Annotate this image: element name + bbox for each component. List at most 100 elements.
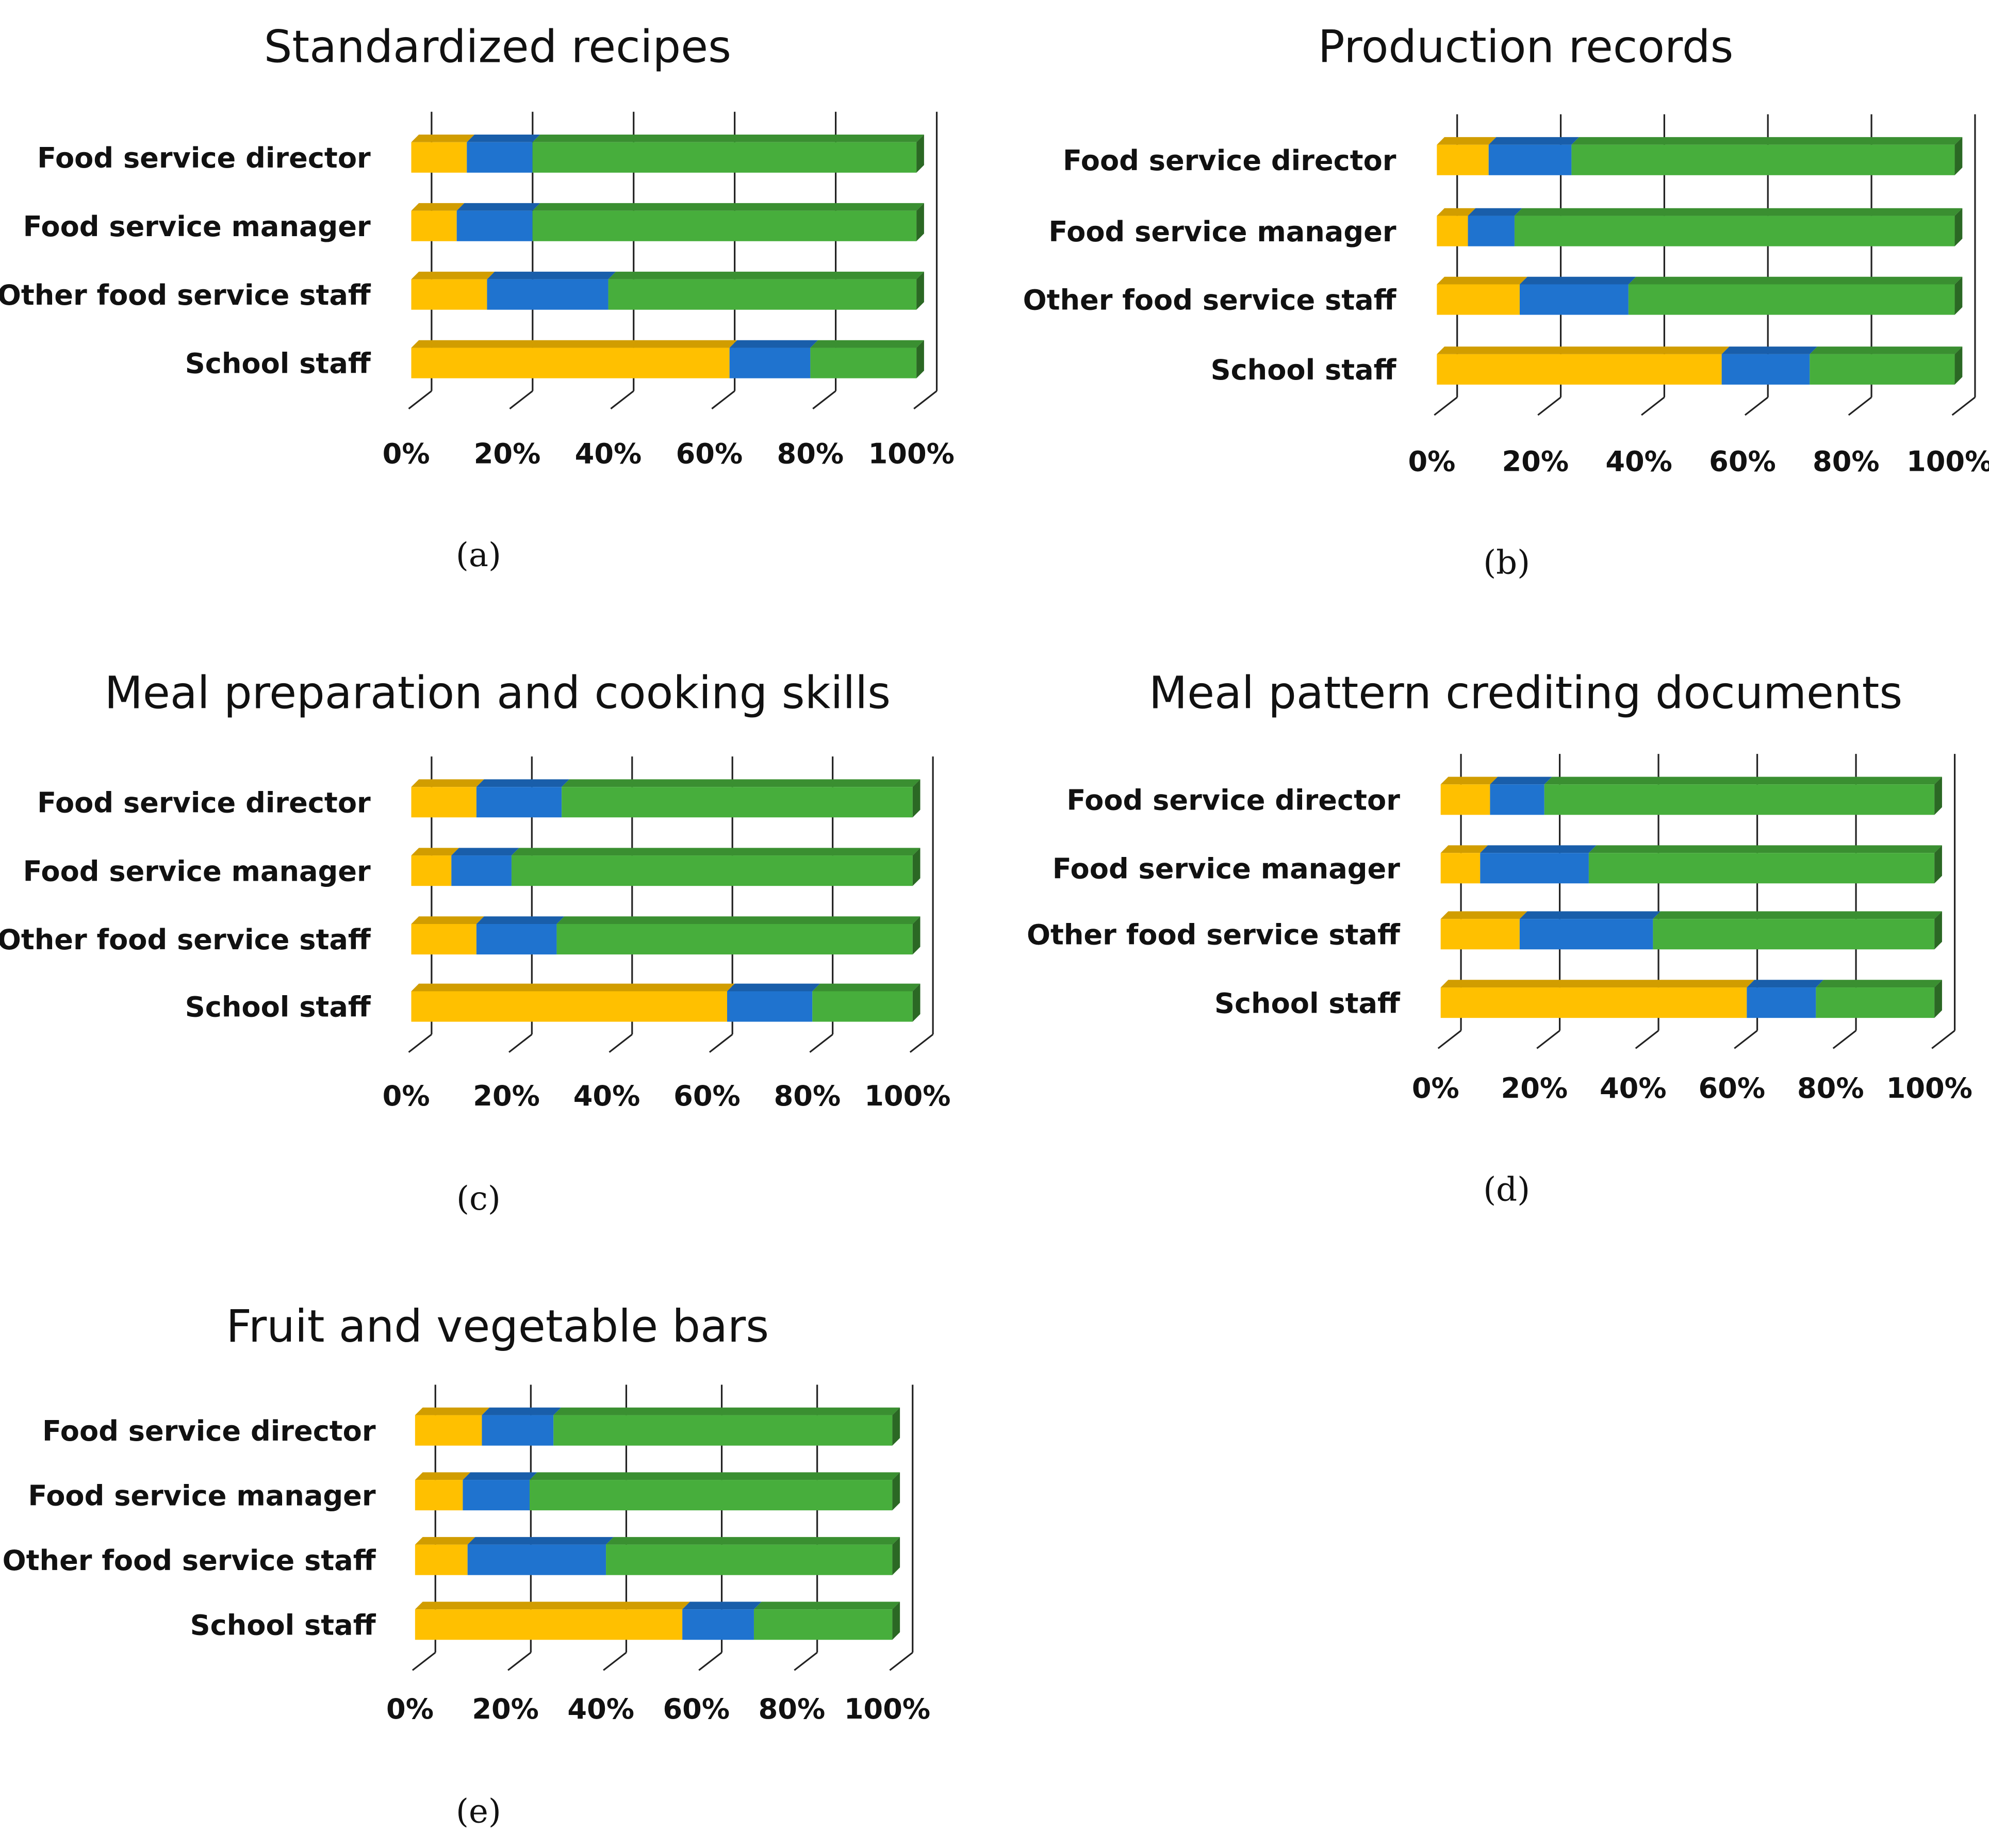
bar-segment-blue — [1490, 784, 1544, 815]
chart-title: Meal pattern crediting documents — [1149, 668, 1902, 719]
bar-top-yellow — [411, 271, 495, 279]
bar-top-green — [606, 1537, 900, 1545]
category-label: School staff — [1214, 987, 1401, 1019]
bar-segment-yellow — [1440, 919, 1520, 950]
bar-top-blue — [1519, 276, 1636, 285]
bar-top-blue — [1747, 980, 1824, 988]
category-label: Food service manager — [1048, 216, 1396, 248]
bar-segment-yellow — [1437, 216, 1468, 246]
bar-segment-green — [812, 991, 913, 1022]
bar-segment-yellow — [411, 855, 452, 886]
bar-side — [892, 1602, 900, 1640]
category-label: Other food service staff — [0, 279, 371, 311]
bar-segment-green — [608, 279, 917, 310]
bar-side — [892, 1472, 900, 1511]
bar-side — [916, 203, 924, 241]
tick-mark — [1832, 1030, 1857, 1049]
bar-top-yellow — [1437, 137, 1497, 145]
bar-top-green — [812, 983, 920, 992]
x-tick-label: 60% — [676, 438, 743, 470]
bar-segment-blue — [467, 1544, 606, 1575]
bar-segment-green — [529, 1480, 893, 1511]
bar-segment-yellow — [1440, 784, 1490, 815]
bar-top-blue — [1488, 137, 1580, 145]
bar-segment-blue — [476, 787, 562, 818]
chart-title: Production records — [1318, 22, 1734, 73]
bar-top-green — [553, 1407, 900, 1415]
bar-segment-green — [553, 1415, 893, 1446]
bar-segment-green — [1588, 853, 1935, 884]
bar-top-blue — [1490, 777, 1552, 785]
bar-segment-yellow — [415, 1609, 683, 1640]
tick-mark — [711, 390, 735, 409]
chart-panel-2: Meal preparation and cooking skills 0% 20%… — [0, 668, 951, 1218]
bar-segment-green — [556, 924, 913, 955]
x-tick-label: 80% — [759, 1693, 826, 1725]
bar-top-yellow — [1437, 346, 1730, 354]
bar-segment-blue — [1519, 919, 1653, 950]
chart-title: Fruit and vegetable bars — [226, 1301, 769, 1352]
x-tick-label: 80% — [1813, 445, 1880, 477]
bar-top-blue — [482, 1407, 562, 1415]
bar-top-green — [1628, 276, 1963, 285]
x-tick-label: 40% — [573, 1080, 640, 1112]
bar-top-yellow — [1437, 276, 1527, 285]
bar-side — [916, 340, 924, 378]
bar-top-blue — [463, 1472, 537, 1480]
bar-segment-yellow — [1437, 284, 1520, 315]
panel-caption: (a) — [456, 536, 501, 574]
x-tick-label: 100% — [868, 438, 955, 470]
x-tick-label: 60% — [673, 1080, 741, 1112]
bar-segment-green — [1544, 784, 1935, 815]
category-label: Food service manager — [23, 855, 371, 887]
x-tick-label: 0% — [1408, 445, 1455, 477]
bar-segment-yellow — [411, 210, 457, 241]
bar-top-blue — [467, 135, 540, 142]
tick-mark — [1931, 1030, 1955, 1049]
bar-segment-yellow — [411, 924, 476, 955]
x-tick-label: 40% — [1605, 445, 1672, 477]
bar-segment-yellow — [1437, 144, 1489, 175]
bar-segment-blue — [476, 924, 557, 955]
tick-mark — [698, 1652, 722, 1671]
bar-top-yellow — [415, 1602, 690, 1610]
tick-mark — [709, 1033, 733, 1053]
x-tick-label: 100% — [864, 1080, 950, 1112]
chart-panel-0: Standardized recipes 0% 20% 40% 60% 80% 100% Fo… — [0, 22, 955, 574]
bar-segment-green — [1653, 919, 1935, 950]
category-label: Food service director — [37, 786, 371, 819]
bar-side — [916, 271, 924, 310]
bar-segment-yellow — [1440, 853, 1481, 884]
bar-top-yellow — [411, 983, 735, 992]
x-tick-label: 80% — [1797, 1072, 1864, 1104]
bar-segment-blue — [1480, 853, 1589, 884]
panel-caption: (c) — [456, 1180, 501, 1218]
bar-segment-green — [532, 210, 917, 241]
tick-mark — [1434, 397, 1458, 416]
bar-top-green — [753, 1602, 900, 1610]
tick-mark — [610, 390, 634, 409]
x-tick-label: 60% — [1709, 445, 1776, 477]
bar-segment-green — [511, 855, 913, 886]
bar-segment-blue — [482, 1415, 554, 1446]
bar-top-green — [1588, 845, 1942, 853]
chart-panel-1: Production records 0% 20% 40% 60% 80% 100% Food… — [1023, 22, 1989, 582]
x-tick-label: 40% — [1600, 1072, 1667, 1104]
bar-top-yellow — [415, 1407, 490, 1415]
bar-top-blue — [487, 271, 616, 279]
bar-top-green — [1571, 137, 1963, 145]
bar-top-green — [810, 340, 924, 348]
bar-segment-green — [810, 348, 917, 378]
tick-mark — [509, 390, 533, 409]
bar-segment-blue — [729, 348, 811, 378]
bar-top-yellow — [411, 916, 484, 924]
bar-segment-blue — [487, 279, 609, 310]
bar-segment-green — [1571, 144, 1955, 175]
x-tick-label: 60% — [663, 1693, 730, 1725]
x-tick-label: 40% — [575, 438, 642, 470]
tick-mark — [408, 390, 432, 409]
bar-top-green — [608, 271, 924, 279]
bar-top-yellow — [411, 848, 459, 856]
tick-mark — [507, 1652, 532, 1671]
tick-mark — [1536, 1030, 1560, 1049]
